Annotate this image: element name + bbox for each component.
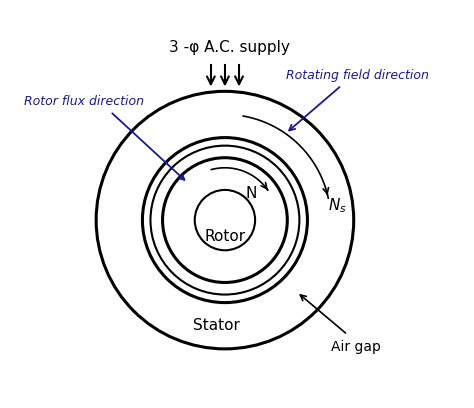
Text: Rotor: Rotor — [204, 229, 246, 244]
Text: $N_s$: $N_s$ — [328, 197, 347, 215]
Text: N: N — [246, 186, 257, 202]
Text: Rotor flux direction: Rotor flux direction — [24, 95, 144, 108]
Text: Stator: Stator — [193, 318, 240, 333]
Text: Rotating field direction: Rotating field direction — [286, 69, 429, 82]
Text: Air gap: Air gap — [331, 340, 381, 354]
Text: 3 -φ A.C. supply: 3 -φ A.C. supply — [169, 40, 290, 55]
